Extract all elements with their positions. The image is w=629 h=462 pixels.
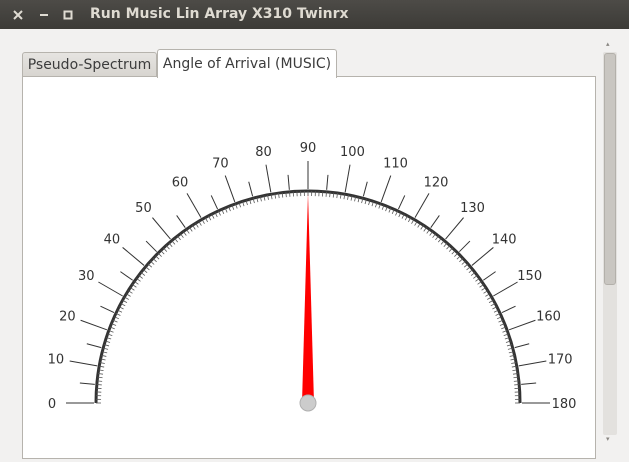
major-tick bbox=[187, 193, 201, 217]
fine-tick bbox=[330, 192, 331, 197]
scroll-down-arrow-icon[interactable]: ▾ bbox=[606, 435, 610, 443]
fine-tick bbox=[166, 245, 169, 249]
minimize-button[interactable] bbox=[37, 8, 50, 21]
minor-tick bbox=[80, 383, 95, 384]
tick-label: 50 bbox=[135, 201, 152, 216]
fine-tick bbox=[158, 253, 162, 257]
fine-tick bbox=[169, 243, 172, 247]
fine-tick bbox=[153, 258, 157, 261]
fine-tick bbox=[150, 261, 154, 264]
fine-tick bbox=[286, 192, 287, 197]
major-tick bbox=[509, 320, 535, 330]
scroll-up-arrow-icon[interactable]: ▴ bbox=[606, 40, 610, 48]
major-tick bbox=[123, 247, 144, 265]
minor-tick bbox=[87, 344, 101, 348]
major-tick bbox=[81, 320, 107, 330]
tick-label: 70 bbox=[212, 156, 229, 171]
fine-tick bbox=[148, 264, 152, 267]
vertical-scrollbar[interactable]: ▴ ▾ bbox=[603, 40, 617, 445]
fine-tick bbox=[444, 243, 447, 247]
major-tick bbox=[225, 176, 235, 202]
angle-gauge: 0 10 20 30 40 50 60 70 80 90 100 110 120 130 140 150 160… bbox=[23, 77, 595, 458]
minor-tick bbox=[431, 215, 440, 227]
tick-label: 130 bbox=[460, 201, 485, 216]
fine-tick bbox=[163, 248, 166, 252]
major-tick bbox=[381, 176, 391, 202]
tick-label: 90 bbox=[300, 141, 317, 156]
window-title: Run Music Lin Array X310 Twinrx bbox=[90, 6, 349, 22]
minor-tick bbox=[521, 383, 536, 384]
fine-tick bbox=[459, 258, 463, 261]
minimize-icon bbox=[39, 10, 49, 20]
tab-label: Pseudo-Spectrum bbox=[28, 57, 152, 73]
minor-tick bbox=[502, 306, 516, 312]
tick-label: 60 bbox=[172, 175, 189, 190]
fine-tick bbox=[161, 250, 164, 254]
fine-tick bbox=[457, 256, 461, 259]
tick-label: 150 bbox=[517, 269, 542, 284]
major-tick bbox=[493, 282, 517, 296]
tick-label: 80 bbox=[255, 145, 272, 160]
minor-tick bbox=[515, 344, 529, 348]
minor-tick bbox=[459, 241, 470, 252]
close-button[interactable] bbox=[11, 8, 24, 21]
minor-tick bbox=[249, 182, 253, 196]
tab-pseudo-spectrum[interactable]: Pseudo-Spectrum bbox=[22, 52, 157, 77]
scroll-thumb[interactable] bbox=[604, 53, 616, 285]
tick-label: 180 bbox=[552, 397, 577, 412]
minor-tick bbox=[363, 182, 367, 196]
minor-tick bbox=[483, 272, 495, 281]
tick-label: 140 bbox=[492, 232, 517, 247]
tick-label: 30 bbox=[78, 269, 95, 284]
fine-tick bbox=[454, 253, 458, 257]
fine-tick bbox=[452, 250, 455, 254]
major-tick bbox=[446, 218, 464, 239]
fine-tick bbox=[449, 248, 452, 252]
tick-label: 110 bbox=[383, 156, 408, 171]
fine-tick bbox=[155, 256, 159, 259]
tick-label: 40 bbox=[104, 232, 121, 247]
minor-tick bbox=[398, 195, 404, 209]
close-icon bbox=[13, 10, 23, 20]
minor-tick bbox=[327, 175, 328, 190]
title-bar: Run Music Lin Array X310 Twinrx bbox=[0, 0, 629, 29]
fine-tick bbox=[97, 381, 102, 382]
fine-tick bbox=[462, 261, 466, 264]
minor-tick bbox=[120, 272, 132, 281]
major-tick bbox=[70, 361, 98, 366]
needle bbox=[302, 193, 314, 403]
tab-panel-angle-of-arrival: 0 10 20 30 40 50 60 70 80 90 100 110 120 130 140 150 160… bbox=[22, 76, 596, 459]
minor-tick bbox=[288, 175, 289, 190]
minor-tick bbox=[211, 195, 217, 209]
major-tick bbox=[519, 361, 547, 366]
tab-label: Angle of Arrival (MUSIC) bbox=[163, 56, 331, 72]
tab-angle-of-arrival[interactable]: Angle of Arrival (MUSIC) bbox=[157, 49, 337, 78]
needle-hub bbox=[300, 395, 316, 411]
tick-label: 0 bbox=[48, 397, 56, 412]
major-tick bbox=[98, 282, 122, 296]
maximize-icon bbox=[63, 10, 73, 20]
minor-tick bbox=[146, 241, 157, 252]
major-tick bbox=[415, 193, 429, 217]
major-tick bbox=[266, 165, 271, 193]
fine-tick bbox=[447, 245, 450, 249]
tick-label: 120 bbox=[424, 175, 449, 190]
minor-tick bbox=[100, 306, 114, 312]
tick-label: 100 bbox=[340, 145, 365, 160]
maximize-button[interactable] bbox=[61, 8, 74, 21]
major-tick bbox=[345, 165, 350, 193]
tick-label: 10 bbox=[48, 353, 65, 368]
major-tick bbox=[152, 218, 170, 239]
fine-tick bbox=[514, 381, 519, 382]
major-tick bbox=[472, 247, 493, 265]
fine-tick bbox=[464, 264, 468, 267]
tick-label: 170 bbox=[548, 353, 573, 368]
tick-label: 160 bbox=[536, 309, 561, 324]
tick-label: 20 bbox=[59, 309, 76, 324]
minor-tick bbox=[177, 215, 186, 227]
